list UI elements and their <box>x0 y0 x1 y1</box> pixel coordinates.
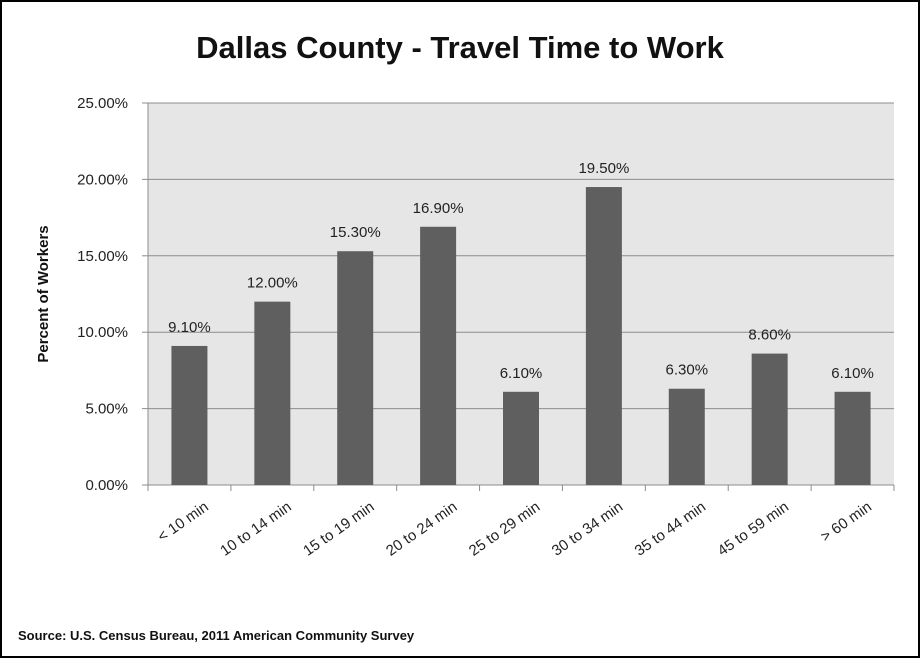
source-note: Source: U.S. Census Bureau, 2011 America… <box>18 628 415 643</box>
y-tick-label: 25.00% <box>77 95 128 112</box>
x-tick-label: 30 to 34 min <box>549 498 626 559</box>
x-tick-label: 15 to 19 min <box>300 498 377 559</box>
data-label: 6.10% <box>500 365 543 382</box>
y-tick-label: 0.00% <box>85 477 128 494</box>
x-tick-label: 20 to 24 min <box>383 498 460 559</box>
bar <box>337 251 374 485</box>
data-labels: 9.10% 12.00% 15.30% 16.90% 6.10% 19.50% 6.30% 8… <box>168 160 874 382</box>
y-tick-label: 15.00% <box>77 248 128 265</box>
bar <box>751 353 788 485</box>
x-tick-label: > 60 min <box>818 498 875 545</box>
bars <box>171 187 871 486</box>
bar <box>834 391 871 485</box>
data-label: 12.00% <box>247 275 298 292</box>
x-tick-label: 25 to 29 min <box>466 498 543 559</box>
data-label: 19.50% <box>578 160 629 177</box>
bar <box>171 345 208 485</box>
data-label: 6.10% <box>831 365 874 382</box>
bar <box>668 388 705 485</box>
y-tick-label: 10.00% <box>77 324 128 341</box>
bar <box>585 187 622 486</box>
y-tick-label: 20.00% <box>77 171 128 188</box>
data-label: 8.60% <box>748 327 791 344</box>
x-tick-label: 45 to 59 min <box>715 498 792 559</box>
chart-title: Dallas County - Travel Time to Work <box>196 30 724 65</box>
data-label: 15.30% <box>330 224 381 241</box>
y-axis-label: Percent of Workers <box>35 225 52 362</box>
bar <box>420 226 457 485</box>
x-tick-label: 10 to 14 min <box>217 498 294 559</box>
data-label: 16.90% <box>413 200 464 217</box>
bar <box>503 391 539 485</box>
x-tick-label: < 10 min <box>155 498 212 545</box>
data-label: 6.30% <box>666 362 709 379</box>
x-tick-label: 35 to 44 min <box>632 498 709 559</box>
y-tick-label: 5.00% <box>85 401 128 418</box>
data-label: 9.10% <box>168 319 211 336</box>
y-axis: 0.00% 5.00% 10.00% 15.00% 20.00% 25.00% <box>77 95 149 494</box>
bar <box>254 301 291 485</box>
x-axis: < 10 min 10 to 14 min 15 to 19 min 20 to 24… <box>147 484 895 560</box>
